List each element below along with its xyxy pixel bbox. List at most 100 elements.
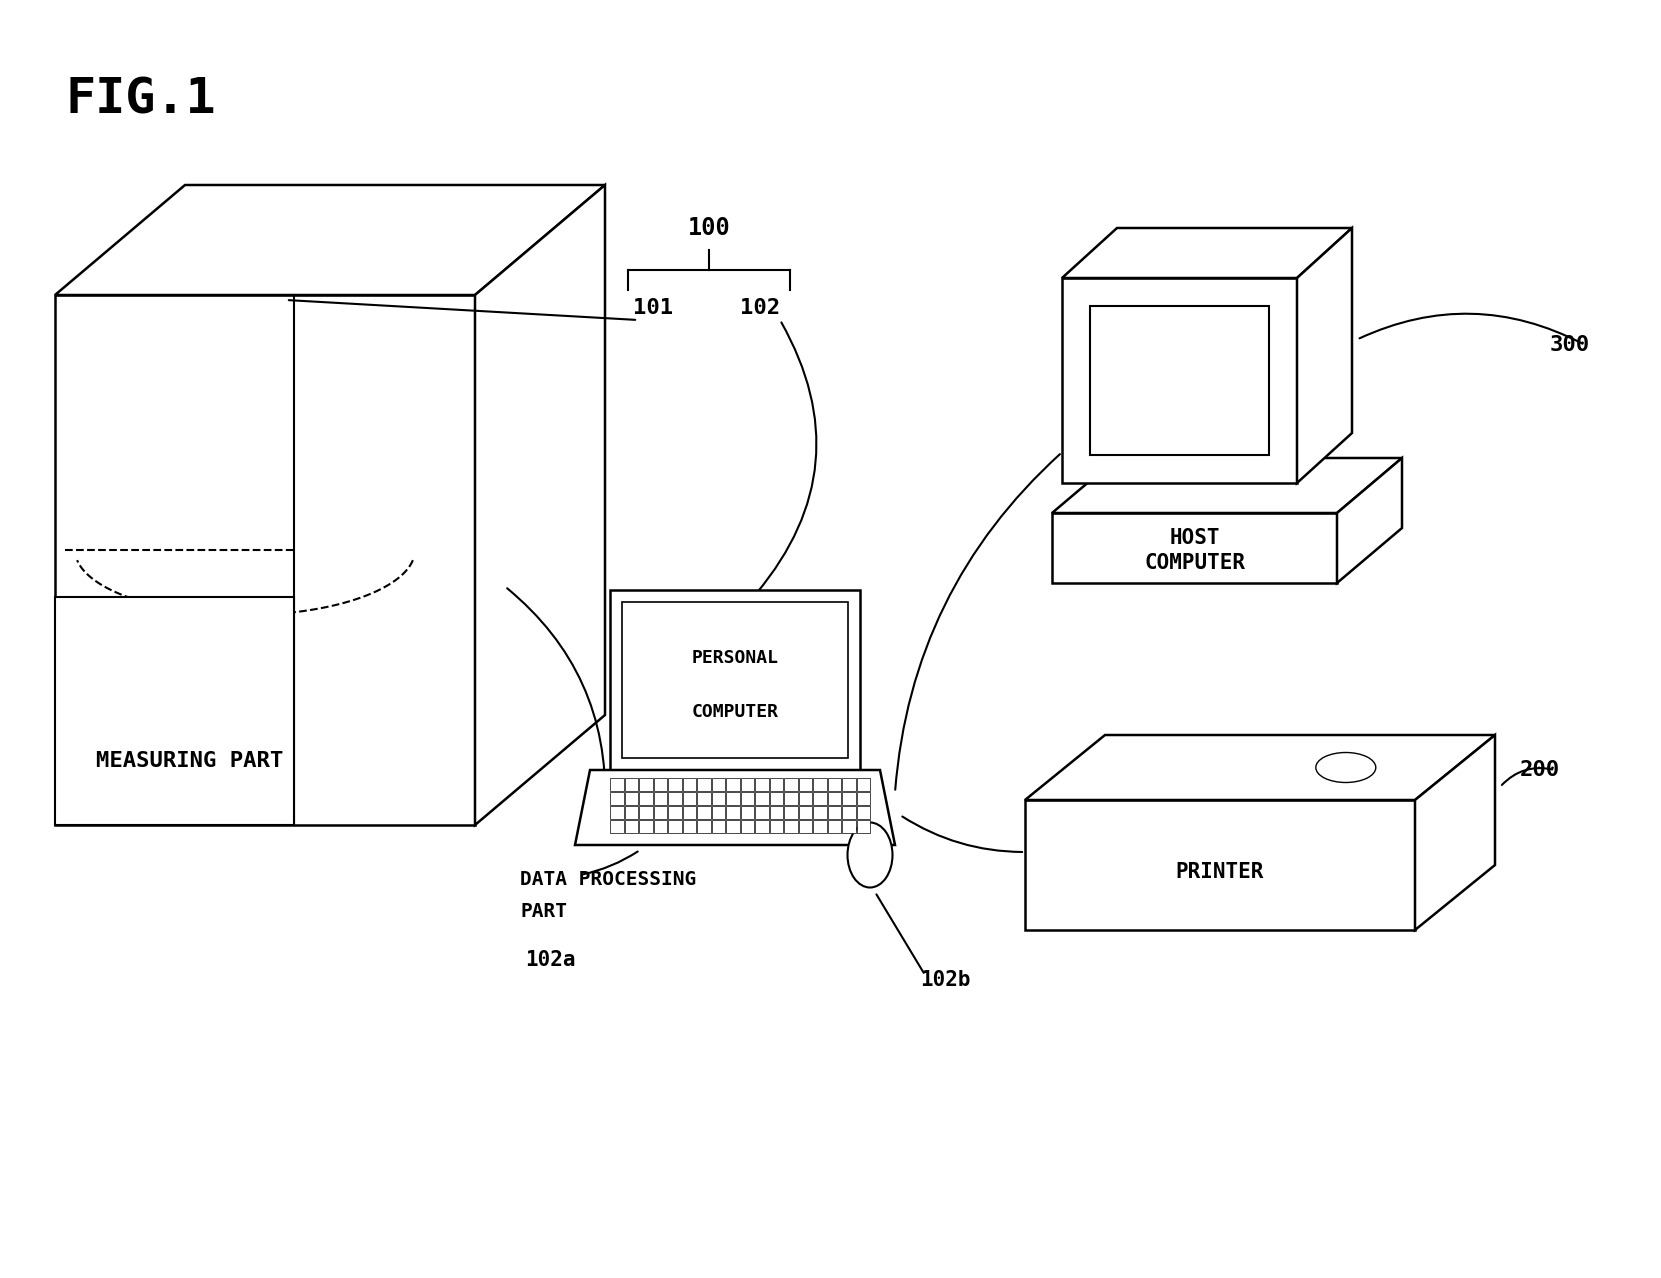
Polygon shape bbox=[842, 806, 855, 819]
Polygon shape bbox=[756, 820, 769, 833]
Polygon shape bbox=[1051, 458, 1402, 512]
Polygon shape bbox=[726, 792, 739, 805]
Text: 101: 101 bbox=[633, 298, 673, 318]
Polygon shape bbox=[711, 792, 726, 805]
Text: 102b: 102b bbox=[920, 970, 970, 990]
Polygon shape bbox=[827, 792, 840, 805]
Polygon shape bbox=[784, 792, 797, 805]
Polygon shape bbox=[55, 185, 605, 295]
Polygon shape bbox=[575, 771, 895, 845]
Polygon shape bbox=[799, 806, 812, 819]
Polygon shape bbox=[827, 806, 840, 819]
Polygon shape bbox=[842, 792, 855, 805]
Polygon shape bbox=[726, 778, 739, 791]
Polygon shape bbox=[683, 806, 696, 819]
Polygon shape bbox=[842, 820, 855, 833]
Polygon shape bbox=[769, 806, 784, 819]
Text: DATA PROCESSING: DATA PROCESSING bbox=[520, 870, 696, 889]
Ellipse shape bbox=[847, 823, 892, 887]
FancyArrowPatch shape bbox=[583, 851, 638, 874]
Polygon shape bbox=[653, 820, 668, 833]
Polygon shape bbox=[668, 820, 681, 833]
Polygon shape bbox=[769, 792, 784, 805]
FancyArrowPatch shape bbox=[902, 817, 1022, 852]
Polygon shape bbox=[842, 778, 855, 791]
Polygon shape bbox=[625, 792, 638, 805]
Polygon shape bbox=[814, 792, 827, 805]
Polygon shape bbox=[610, 590, 860, 771]
Polygon shape bbox=[726, 820, 739, 833]
Polygon shape bbox=[653, 806, 668, 819]
Polygon shape bbox=[769, 778, 784, 791]
Polygon shape bbox=[610, 820, 623, 833]
Polygon shape bbox=[741, 792, 754, 805]
Polygon shape bbox=[814, 806, 827, 819]
Text: HOST: HOST bbox=[1169, 528, 1219, 547]
FancyArrowPatch shape bbox=[289, 300, 635, 320]
Text: 300: 300 bbox=[1550, 335, 1590, 355]
Text: FIG.1: FIG.1 bbox=[65, 75, 216, 123]
Polygon shape bbox=[741, 806, 754, 819]
Text: 102a: 102a bbox=[525, 950, 575, 970]
Polygon shape bbox=[784, 778, 797, 791]
Polygon shape bbox=[726, 806, 739, 819]
FancyArrowPatch shape bbox=[507, 588, 605, 805]
Polygon shape bbox=[711, 806, 726, 819]
Polygon shape bbox=[1061, 279, 1297, 483]
FancyArrowPatch shape bbox=[1502, 768, 1553, 785]
Polygon shape bbox=[827, 778, 840, 791]
Text: COMPUTER: COMPUTER bbox=[691, 703, 779, 721]
Polygon shape bbox=[610, 778, 623, 791]
Text: 100: 100 bbox=[688, 216, 731, 240]
Polygon shape bbox=[698, 820, 711, 833]
Polygon shape bbox=[857, 806, 870, 819]
Polygon shape bbox=[1415, 735, 1495, 930]
Polygon shape bbox=[475, 185, 605, 826]
FancyArrowPatch shape bbox=[895, 454, 1060, 790]
Polygon shape bbox=[653, 792, 668, 805]
Polygon shape bbox=[683, 820, 696, 833]
Polygon shape bbox=[610, 792, 623, 805]
Polygon shape bbox=[639, 792, 653, 805]
Polygon shape bbox=[55, 597, 294, 826]
Polygon shape bbox=[621, 602, 849, 758]
Polygon shape bbox=[683, 778, 696, 791]
Polygon shape bbox=[784, 820, 797, 833]
Polygon shape bbox=[668, 792, 681, 805]
Polygon shape bbox=[784, 806, 797, 819]
Polygon shape bbox=[653, 778, 668, 791]
Polygon shape bbox=[711, 820, 726, 833]
Polygon shape bbox=[625, 778, 638, 791]
Ellipse shape bbox=[1316, 753, 1375, 782]
Polygon shape bbox=[1091, 483, 1267, 512]
Polygon shape bbox=[756, 806, 769, 819]
Polygon shape bbox=[1090, 305, 1269, 455]
Polygon shape bbox=[1091, 458, 1312, 483]
Polygon shape bbox=[698, 792, 711, 805]
FancyArrowPatch shape bbox=[877, 895, 924, 973]
Polygon shape bbox=[799, 792, 812, 805]
Polygon shape bbox=[799, 820, 812, 833]
Polygon shape bbox=[1051, 512, 1337, 583]
Text: COMPUTER: COMPUTER bbox=[1144, 553, 1246, 574]
Text: PART: PART bbox=[520, 902, 566, 921]
Polygon shape bbox=[857, 820, 870, 833]
Text: PERSONAL: PERSONAL bbox=[691, 649, 779, 667]
Text: 102: 102 bbox=[739, 298, 781, 318]
Polygon shape bbox=[55, 295, 475, 826]
Polygon shape bbox=[625, 806, 638, 819]
Polygon shape bbox=[668, 778, 681, 791]
Polygon shape bbox=[711, 778, 726, 791]
Polygon shape bbox=[1267, 458, 1312, 512]
Text: MEASURING PART: MEASURING PART bbox=[96, 751, 282, 772]
Polygon shape bbox=[1061, 227, 1352, 279]
Polygon shape bbox=[827, 820, 840, 833]
Polygon shape bbox=[756, 778, 769, 791]
Polygon shape bbox=[1297, 227, 1352, 483]
Polygon shape bbox=[625, 820, 638, 833]
Polygon shape bbox=[814, 820, 827, 833]
Polygon shape bbox=[756, 792, 769, 805]
Polygon shape bbox=[1025, 735, 1495, 800]
FancyArrowPatch shape bbox=[757, 322, 817, 593]
Polygon shape bbox=[639, 820, 653, 833]
